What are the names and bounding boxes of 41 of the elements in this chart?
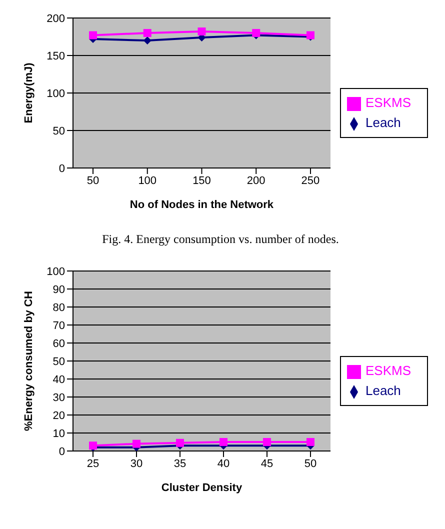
y-tick-label: 30 bbox=[52, 392, 65, 404]
x-tick-label: 250 bbox=[301, 174, 320, 187]
point bbox=[143, 36, 152, 44]
y-tick-label: 90 bbox=[52, 284, 65, 296]
x-tick-label: 50 bbox=[304, 458, 317, 470]
y-tick-label: 40 bbox=[52, 374, 65, 386]
y-axis-title: %Energy consumed by CH bbox=[22, 290, 35, 431]
legend-label: ESKMS bbox=[365, 363, 411, 378]
y-tick-label: 50 bbox=[52, 356, 65, 368]
x-tick-label: 30 bbox=[130, 458, 143, 470]
point bbox=[143, 29, 152, 37]
y-tick-label: 20 bbox=[52, 410, 65, 422]
x-tick-label: 150 bbox=[192, 174, 211, 187]
x-tick-label: 45 bbox=[260, 458, 274, 470]
y-tick-label: 10 bbox=[52, 428, 65, 440]
x-tick-label: 35 bbox=[174, 458, 186, 470]
legend-label: Leach bbox=[365, 383, 401, 398]
y-tick-label: 0 bbox=[58, 162, 65, 175]
x-tick-label: 100 bbox=[138, 174, 157, 187]
y-tick-label: 150 bbox=[46, 50, 65, 62]
y-tick-label: 100 bbox=[46, 88, 65, 100]
y-tick-label: 70 bbox=[52, 320, 65, 332]
y-tick-label: 0 bbox=[58, 446, 65, 458]
y-tick-label: 80 bbox=[52, 302, 65, 314]
y-axis-title: Energy(mJ) bbox=[22, 62, 35, 124]
legend-label: ESKMS bbox=[365, 95, 411, 110]
x-axis-title: No of Nodes in the Network bbox=[130, 199, 274, 211]
legend-label: Leach bbox=[365, 115, 401, 130]
x-tick-label: 40 bbox=[217, 458, 230, 470]
x-axis-title: Cluster Density bbox=[161, 482, 243, 494]
y-tick-label: 100 bbox=[46, 266, 65, 278]
point bbox=[89, 31, 97, 40]
y-tick-label: 50 bbox=[52, 125, 65, 138]
x-tick-label: 200 bbox=[246, 174, 266, 187]
x-tick-label: 50 bbox=[86, 174, 100, 187]
y-tick-label: 200 bbox=[46, 12, 65, 25]
x-tick-label: 25 bbox=[86, 458, 100, 470]
point bbox=[198, 28, 206, 36]
point bbox=[252, 29, 260, 37]
y-tick-label: 60 bbox=[52, 338, 65, 350]
caption: Fig. 4. Energy consumption vs. number of nodes. bbox=[101, 232, 340, 247]
